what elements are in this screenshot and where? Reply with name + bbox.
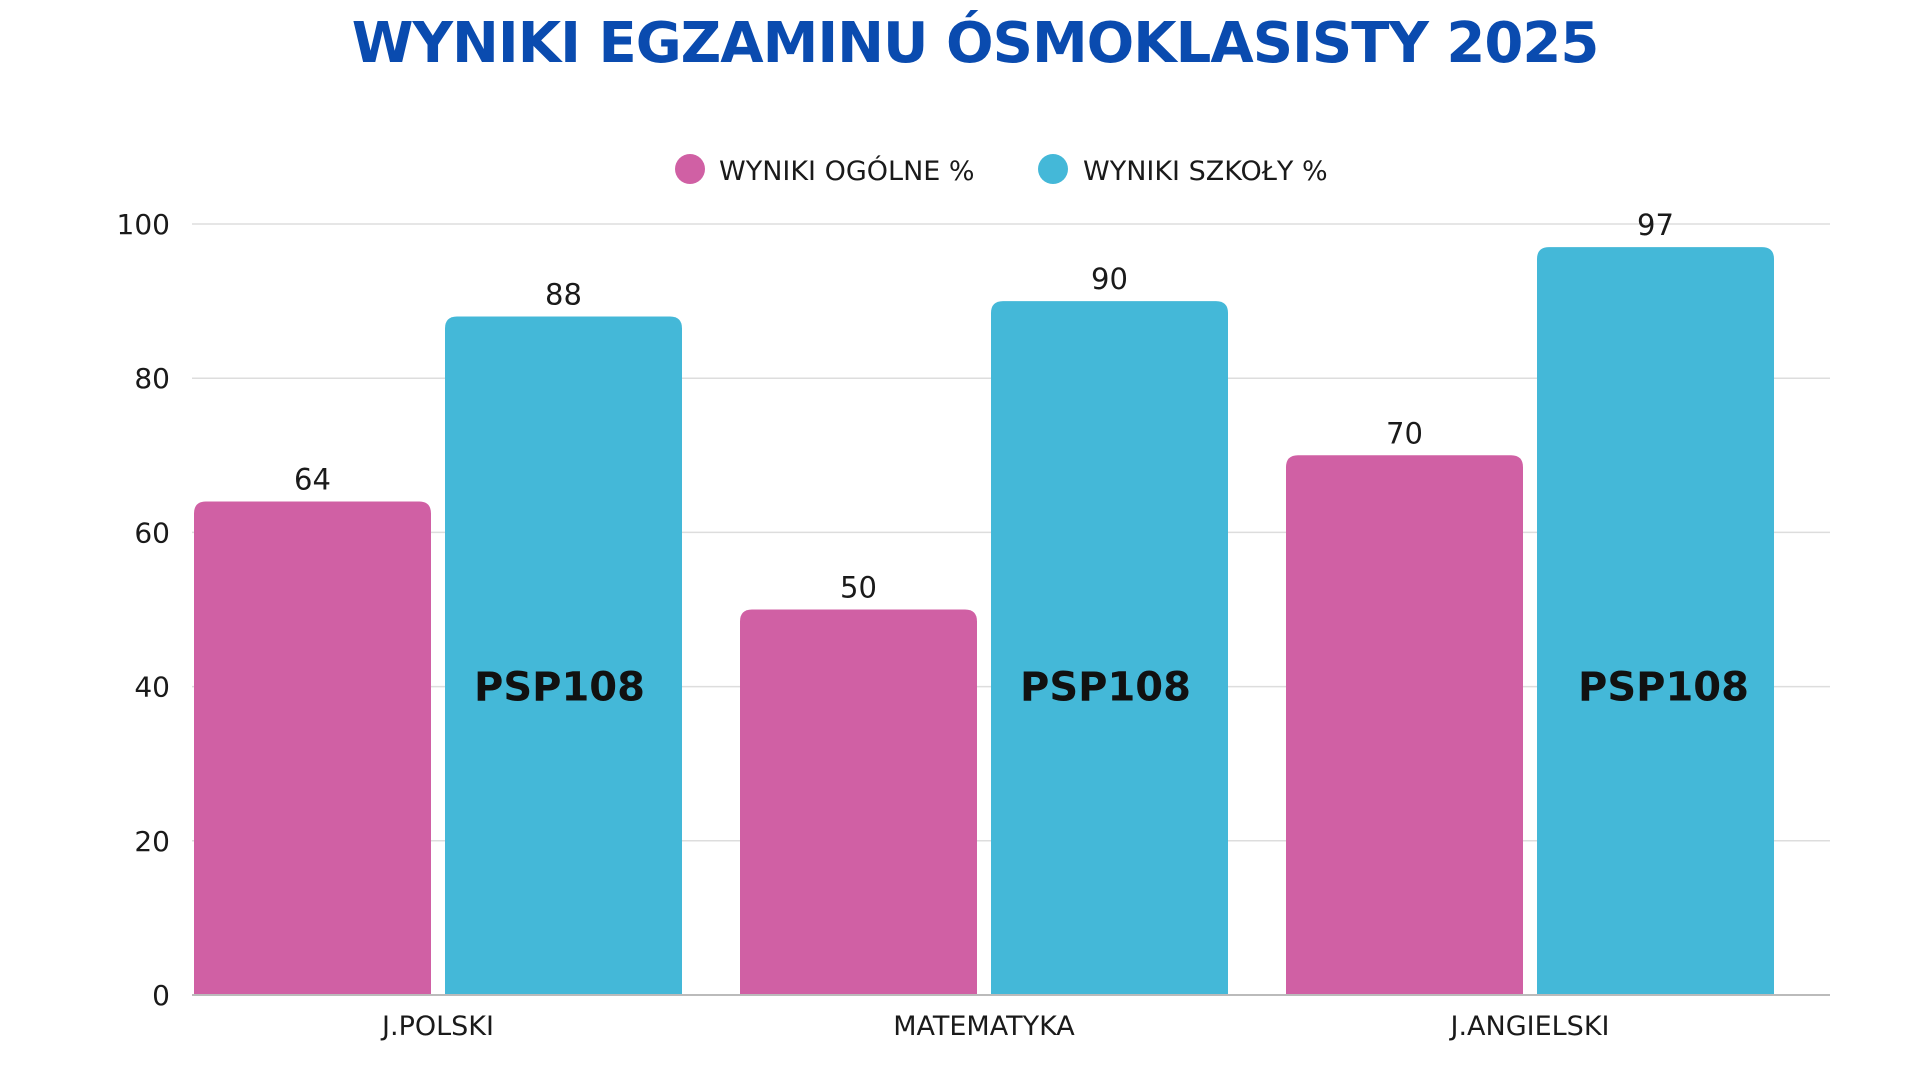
x-category-label: J.ANGIELSKI (1448, 1011, 1609, 1042)
y-tick-label: 80 (134, 362, 170, 395)
y-tick-label: 20 (134, 825, 170, 858)
bar-annotation: PSP108 (1020, 665, 1191, 711)
x-category-label: J.POLSKI (380, 1011, 494, 1042)
x-category-label: MATEMATYKA (893, 1011, 1075, 1042)
legend-swatch-overall (675, 154, 705, 184)
bar-overall (1286, 455, 1523, 995)
data-label: 88 (545, 278, 582, 312)
data-label: 70 (1386, 416, 1423, 450)
legend-swatch-school (1038, 154, 1068, 184)
data-label: 97 (1637, 208, 1674, 242)
data-labels: 64 88 PSP108 50 90 PSP108 70 97 PSP108 (294, 208, 1749, 710)
legend-label-school: WYNIKI SZKOŁY % (1083, 156, 1328, 187)
bar-school (445, 316, 682, 995)
bars (194, 247, 1774, 996)
bar-school (1537, 247, 1774, 995)
chart-title: WYNIKI EGZAMINU ÓSMOKLASISTY 2025 (352, 11, 1599, 76)
bar-overall (194, 501, 431, 995)
data-label: 50 (840, 571, 877, 605)
data-label: 64 (294, 463, 331, 497)
bar-annotation: PSP108 (1578, 665, 1749, 711)
y-axis: 0 20 40 60 80 100 (117, 208, 170, 1012)
bar-annotation: PSP108 (474, 665, 645, 711)
bar-school (991, 301, 1228, 996)
y-tick-label: 60 (134, 516, 170, 549)
data-label: 90 (1091, 262, 1128, 296)
y-tick-label: 0 (152, 979, 170, 1012)
y-tick-label: 100 (117, 208, 170, 241)
legend: WYNIKI OGÓLNE % WYNIKI SZKOŁY % (675, 154, 1328, 187)
bar-overall (740, 609, 977, 995)
x-axis: J.POLSKI MATEMATYKA J.ANGIELSKI (192, 994, 1830, 1042)
legend-label-overall: WYNIKI OGÓLNE % (719, 155, 975, 187)
y-tick-label: 40 (134, 671, 170, 704)
